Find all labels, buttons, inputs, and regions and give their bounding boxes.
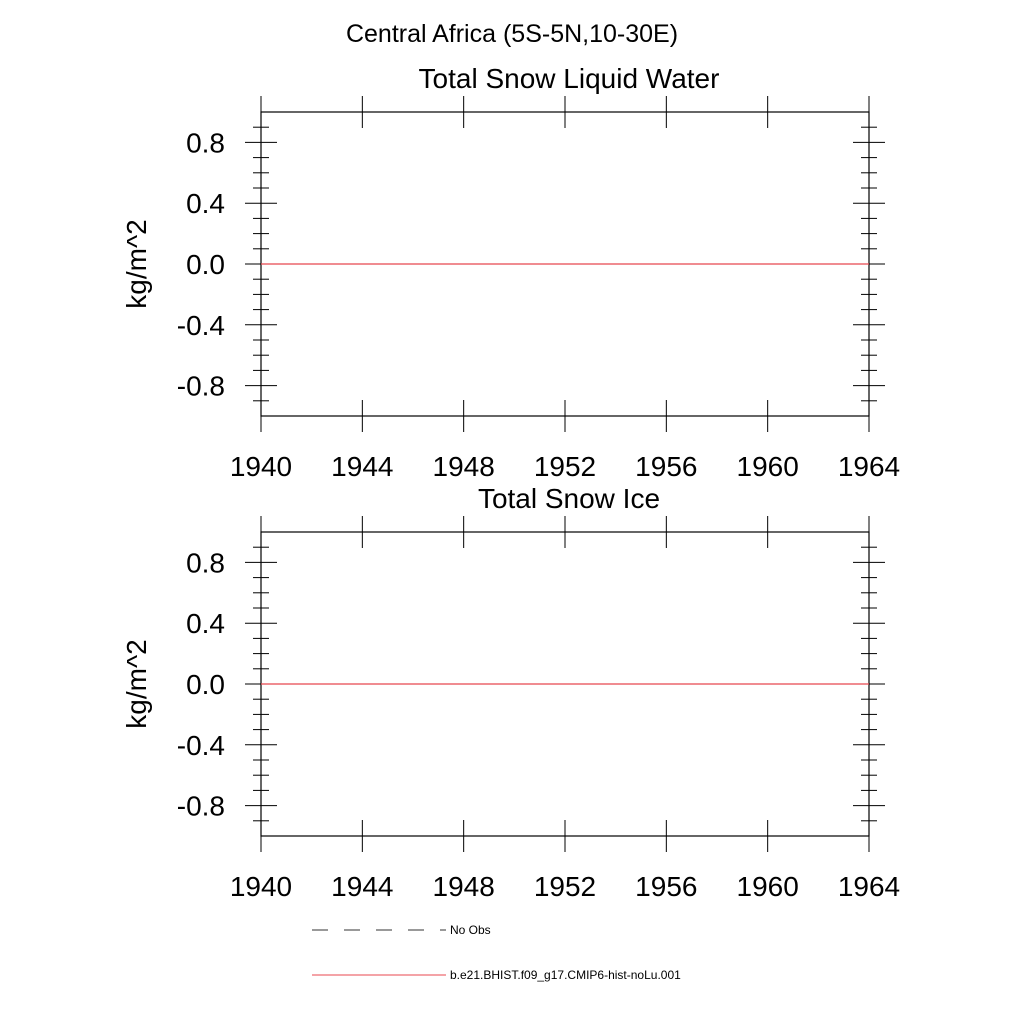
y-tick-label: 0.8 [186, 127, 225, 158]
chart-panel-1: Total Snow Liquid Water kg/m^2 0.8 0.4 0.0 -0… [121, 63, 900, 482]
main-title: Central Africa (5S-5N,10-30E) [346, 20, 678, 48]
x-tick-label: 1948 [433, 871, 495, 902]
x-tick-label: 1940 [230, 871, 292, 902]
x-tick-label: 1944 [331, 451, 393, 482]
legend-item-1: No Obs [312, 923, 491, 937]
y-tick-label: 0.0 [186, 669, 225, 700]
y-axis-label: kg/m^2 [121, 219, 152, 308]
x-tick-label: 1956 [635, 451, 697, 482]
x-tick-label: 1944 [331, 871, 393, 902]
x-tick-label: 1964 [838, 451, 900, 482]
y-tick-label: -0.8 [177, 371, 225, 402]
y-tick-label: -0.4 [177, 730, 225, 761]
axis-ticks [245, 516, 885, 852]
legend-item-2: b.e21.BHIST.f09_g17.CMIP6-hist-noLu.001 [312, 968, 681, 982]
x-tick-label: 1948 [433, 451, 495, 482]
y-tick-label: -0.4 [177, 310, 225, 341]
x-tick-label: 1964 [838, 871, 900, 902]
y-axis-label: kg/m^2 [121, 639, 152, 728]
x-tick-label: 1960 [737, 451, 799, 482]
legend-label: No Obs [450, 923, 491, 937]
legend: No Obs b.e21.BHIST.f09_g17.CMIP6-hist-noL… [312, 923, 681, 982]
legend-label: b.e21.BHIST.f09_g17.CMIP6-hist-noLu.001 [450, 968, 681, 982]
chart-panel-2: Total Snow Ice kg/m^2 0.8 0.4 0.0 -0.4 -0.8 194… [121, 483, 900, 902]
axis-ticks [245, 96, 885, 432]
y-tick-label: 0.0 [186, 249, 225, 280]
x-tick-label: 1956 [635, 871, 697, 902]
y-tick-label: -0.8 [177, 791, 225, 822]
x-tick-label: 1960 [737, 871, 799, 902]
y-tick-label: 0.8 [186, 547, 225, 578]
chart-title: Total Snow Ice [478, 483, 660, 514]
x-tick-label: 1940 [230, 451, 292, 482]
chart-title: Total Snow Liquid Water [419, 63, 720, 94]
chart-panels: Total Snow Liquid Water kg/m^2 0.8 0.4 0.0 -0… [121, 63, 900, 902]
x-tick-label: 1952 [534, 871, 596, 902]
y-tick-label: 0.4 [186, 188, 225, 219]
x-tick-label: 1952 [534, 451, 596, 482]
y-tick-label: 0.4 [186, 608, 225, 639]
